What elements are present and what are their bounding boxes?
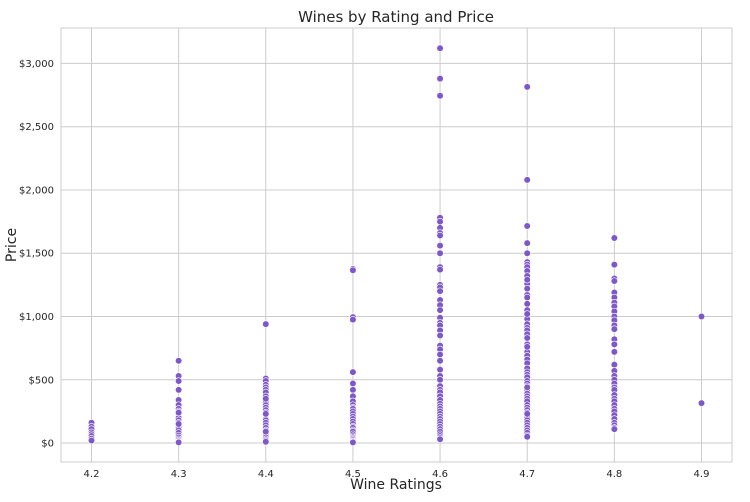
data-point	[436, 231, 444, 240]
x-axis-ticks: 4.2 4.3 4.4 4.5 4.6 4.7 4.8 4.9	[84, 469, 710, 480]
data-point	[523, 410, 531, 418]
y-tick-label: $1,500	[19, 249, 54, 260]
data-point	[523, 276, 531, 284]
data-point	[436, 366, 444, 374]
data-point	[697, 312, 706, 321]
data-point	[523, 249, 531, 257]
data-point	[436, 92, 444, 100]
data-point	[262, 395, 270, 403]
data-point	[523, 334, 531, 342]
data-point	[610, 360, 618, 369]
y-tick-label: $3,000	[19, 59, 54, 70]
x-tick-label: 4.6	[432, 469, 448, 480]
data-point	[610, 325, 618, 333]
x-tick-label: 4.4	[258, 469, 274, 480]
data-point	[523, 300, 531, 308]
data-point	[175, 386, 183, 394]
x-tick-label: 4.9	[694, 469, 710, 480]
data-point	[175, 357, 183, 365]
data-point	[349, 266, 357, 274]
data-point	[523, 222, 531, 230]
data-point	[349, 379, 357, 388]
y-tick-label: $2,000	[19, 185, 54, 196]
data-point	[523, 433, 531, 441]
data-point	[523, 176, 531, 184]
data-point	[175, 377, 183, 385]
data-point	[697, 399, 706, 407]
x-tick-label: 4.7	[519, 469, 535, 480]
data-point	[523, 293, 531, 302]
x-tick-label: 4.5	[345, 469, 361, 480]
data-point	[610, 340, 618, 348]
y-axis-ticks: $0 $500 $1,000 $1,500 $2,000 $2,500 $3,000	[19, 59, 54, 450]
data-point	[436, 249, 444, 257]
y-tick-label: $0	[41, 439, 54, 450]
data-point	[436, 242, 444, 250]
data-point	[523, 285, 531, 293]
y-tick-label: $2,500	[19, 122, 54, 133]
data-point	[436, 266, 444, 274]
data-point	[523, 343, 531, 351]
data-point	[175, 438, 183, 446]
y-tick-label: $1,000	[19, 312, 54, 323]
data-point	[436, 357, 444, 365]
data-point	[523, 239, 531, 247]
data-point	[436, 435, 444, 443]
data-point	[436, 44, 444, 52]
x-tick-label: 4.8	[606, 469, 622, 480]
data-point	[610, 261, 618, 269]
x-tick-label: 4.3	[171, 469, 187, 480]
data-point	[262, 320, 270, 328]
data-point	[436, 306, 444, 314]
data-point	[349, 438, 357, 446]
data-point	[436, 217, 444, 226]
data-point	[349, 386, 357, 394]
x-axis-label: Wine Ratings	[350, 477, 442, 493]
data-point	[175, 420, 183, 428]
x-tick-label: 4.2	[84, 469, 100, 480]
data-point	[436, 350, 444, 359]
data-point	[262, 410, 270, 418]
data-point	[436, 75, 444, 83]
data-point	[523, 383, 531, 391]
data-point	[436, 376, 444, 384]
data-point	[175, 409, 183, 417]
data-point	[349, 368, 357, 376]
data-point	[610, 348, 618, 356]
chart-title: Wines by Rating and Price	[298, 8, 494, 26]
y-tick-label: $500	[29, 375, 54, 386]
data-point	[349, 316, 357, 324]
data-point	[87, 436, 96, 445]
data-point	[523, 310, 531, 318]
data-point	[610, 425, 618, 433]
data-point	[436, 287, 444, 295]
data-points	[87, 44, 706, 446]
data-point	[610, 234, 618, 242]
y-axis-label: Price	[4, 228, 20, 262]
plot-area	[60, 27, 733, 463]
data-point	[436, 331, 444, 340]
data-point	[610, 277, 618, 285]
data-point	[262, 428, 270, 436]
plot-frame	[60, 27, 733, 463]
data-point	[523, 83, 531, 91]
data-point	[262, 438, 270, 446]
